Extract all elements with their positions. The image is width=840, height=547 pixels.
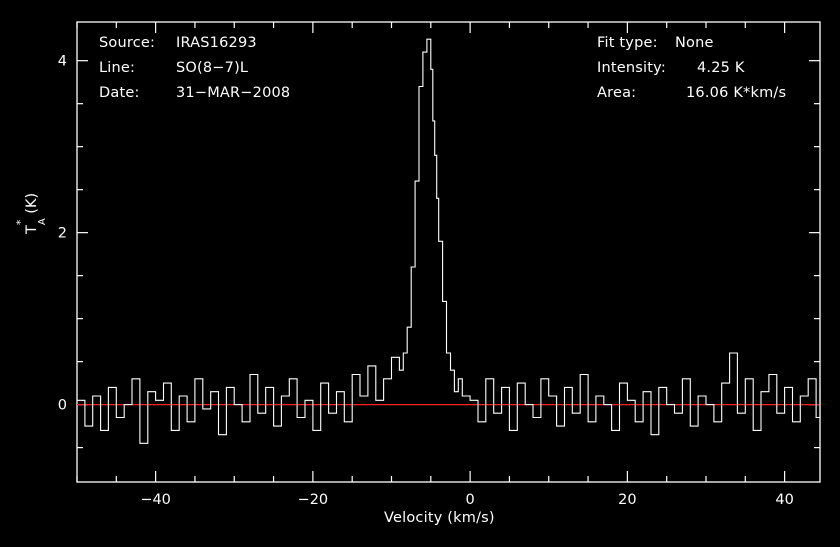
axis-ticks [76,22,820,482]
info-date-key: Date: [99,85,140,101]
x-tick-label: −40 [140,492,171,508]
spectrum-line [77,38,821,444]
y-axis-label-sup: * [14,219,27,226]
x-tick-label: 40 [775,492,793,508]
info-line-key: Line: [99,60,136,76]
y-axis-label-sub: A [36,218,48,226]
x-tick-label: 20 [618,492,636,508]
info-area-value: 16.06 K*km/s [686,85,787,101]
y-tick-label: 0 [58,398,67,414]
info-intensity-key: Intensity: [597,60,666,76]
x-tick-label: −20 [298,492,329,508]
y-tick-label: 2 [58,226,67,242]
info-fit-value: None [675,35,714,51]
tick-labels: −40 −20 0 20 40 0 2 4 [58,54,794,508]
y-tick-label: 4 [58,54,67,70]
x-tick-label: 0 [466,492,475,508]
y-axis-label: T * A (K) [14,192,48,234]
info-date-value: 31−MAR−2008 [176,85,291,101]
info-intensity-value: 4.25 K [697,60,745,76]
y-axis-label-main: T [24,225,40,234]
info-fit-key: Fit type: [597,35,658,51]
plot-frame [76,21,821,483]
info-line-value: SO(8−7)L [176,60,249,76]
x-axis-label: Velocity (km/s) [384,510,495,526]
info-area-key: Area: [597,85,637,101]
info-source-key: Source: [99,35,156,51]
info-source-value: IRAS16293 [176,35,257,51]
y-axis-label-unit: (K) [24,192,40,214]
